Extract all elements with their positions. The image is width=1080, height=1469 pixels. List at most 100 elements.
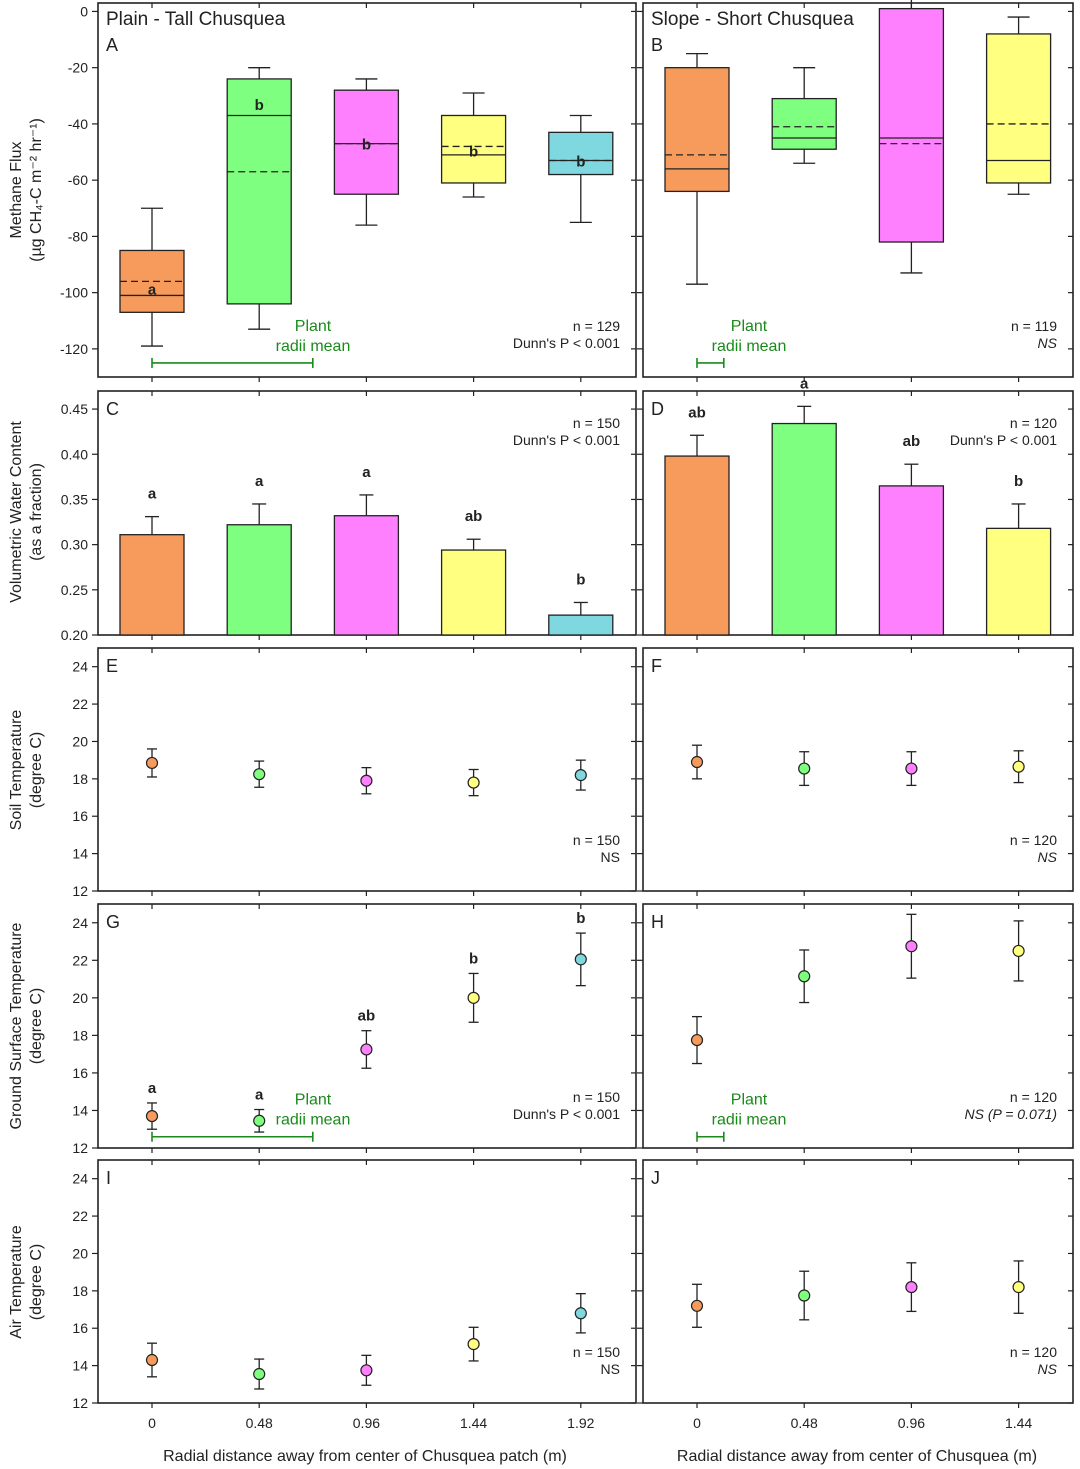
bar [878, 485, 945, 636]
box-body [771, 97, 837, 150]
y-tick-label: -120 [60, 341, 88, 357]
point-0.48 [798, 751, 811, 787]
data-point [360, 1364, 373, 1377]
box-body [548, 131, 614, 176]
data-point [467, 1338, 480, 1351]
point-0 [690, 1283, 704, 1328]
point-1.44: b [467, 950, 480, 1023]
box-0 [664, 52, 730, 285]
panel-frame [642, 390, 1074, 636]
y-tick-label: 24 [72, 915, 88, 931]
point-0.48: a [253, 1087, 266, 1133]
box-1.92: b [548, 114, 614, 223]
y-tick-label: 14 [72, 1358, 88, 1374]
annotation-line-1: Plant [295, 318, 332, 335]
bar [771, 422, 837, 636]
significance-letter: a [148, 486, 157, 503]
point-0.96 [360, 1354, 373, 1386]
y-tick-label: 0.35 [61, 491, 88, 507]
bar [333, 515, 400, 636]
box-0.96: b [333, 78, 400, 226]
annotation-line-2: radii mean [712, 1112, 787, 1129]
y-axis-label: Ground Surface Temperature [8, 922, 25, 1129]
x-tick-label: 1.92 [567, 1415, 594, 1431]
point-1.44 [1012, 750, 1025, 784]
significance-letter: ab [688, 404, 706, 421]
y-tick-label: 0 [80, 3, 88, 19]
annotation-line-1: Plant [731, 318, 768, 335]
point-0 [690, 1015, 704, 1065]
y-tick-label: 18 [72, 771, 88, 787]
significance-letter: b [469, 144, 478, 161]
y-tick-label: 24 [72, 1171, 88, 1187]
y-tick-label: 16 [72, 1320, 88, 1336]
data-point [798, 1289, 811, 1302]
significance-letter: a [255, 473, 264, 490]
y-tick-label: 14 [72, 1102, 88, 1118]
significance-letter: ab [903, 433, 921, 450]
box-body [985, 33, 1052, 184]
data-point [905, 762, 918, 775]
box-0.48 [771, 67, 837, 164]
bar-0.48: a [771, 375, 837, 636]
significance-label: NS [1038, 1361, 1058, 1377]
point-0.96 [905, 1262, 918, 1313]
point-0.48 [798, 949, 811, 1004]
data-point [905, 1281, 918, 1294]
significance-label: Dunn's P < 0.001 [513, 1106, 620, 1122]
x-tick-label: 1.44 [1005, 1415, 1032, 1431]
x-tick-label: 0.96 [353, 1415, 380, 1431]
y-axis-label-units: (as a fraction) [28, 463, 45, 561]
bar [548, 614, 614, 636]
panel-letter: A [106, 35, 118, 55]
panel-frame [642, 647, 1074, 892]
significance-letter: b [469, 950, 478, 967]
plant-radii-annotation: Plant radii mean [696, 1092, 787, 1142]
point-0: a [145, 1080, 159, 1130]
panel-letter: E [106, 656, 118, 676]
annotation-line-1: Plant [731, 1092, 768, 1109]
panel-e: 12 14 16 18 20 22 24 E Soil Temperature (degree C… [8, 647, 637, 899]
panel-frame [642, 903, 1074, 1149]
y-tick-label: 18 [72, 1283, 88, 1299]
data-point [467, 776, 480, 789]
bar [226, 524, 292, 636]
panel-letter: C [106, 399, 119, 419]
bar [985, 527, 1052, 636]
annotation-line-2: radii mean [276, 1112, 351, 1129]
point-0 [690, 744, 704, 780]
panel-letter: F [651, 656, 662, 676]
significance-label: NS [1038, 335, 1058, 351]
y-tick-label: 0.45 [61, 401, 88, 417]
y-tick-label: 12 [72, 1395, 88, 1411]
point-1.92 [574, 1293, 587, 1334]
bar [440, 549, 507, 636]
box-body [333, 89, 400, 195]
y-tick-label: 14 [72, 846, 88, 862]
y-tick-label: 22 [72, 696, 88, 712]
y-tick-label: 16 [72, 808, 88, 824]
significance-label: Dunn's P < 0.001 [513, 432, 620, 448]
y-tick-label: 12 [72, 883, 88, 899]
box-0: a [119, 207, 185, 347]
data-point [690, 1299, 704, 1312]
bar-0: ab [664, 404, 730, 636]
y-tick-label: -60 [68, 172, 88, 188]
significance-letter: b [1014, 473, 1023, 490]
point-0.96 [360, 766, 373, 795]
box-0.48: b [226, 67, 292, 330]
data-point [360, 1043, 373, 1056]
bar-0.48: a [226, 473, 292, 636]
significance-letter: a [800, 375, 809, 392]
point-0 [145, 1342, 159, 1378]
box-body [440, 114, 507, 184]
x-tick-label: 0.48 [246, 1415, 273, 1431]
panel-letter: I [106, 1168, 111, 1188]
y-tick-label: -100 [60, 285, 88, 301]
panel-title: Slope - Short Chusquea [651, 9, 854, 30]
data-point [574, 769, 587, 782]
x-tick-label: 0 [148, 1415, 156, 1431]
data-point [1012, 1281, 1025, 1294]
